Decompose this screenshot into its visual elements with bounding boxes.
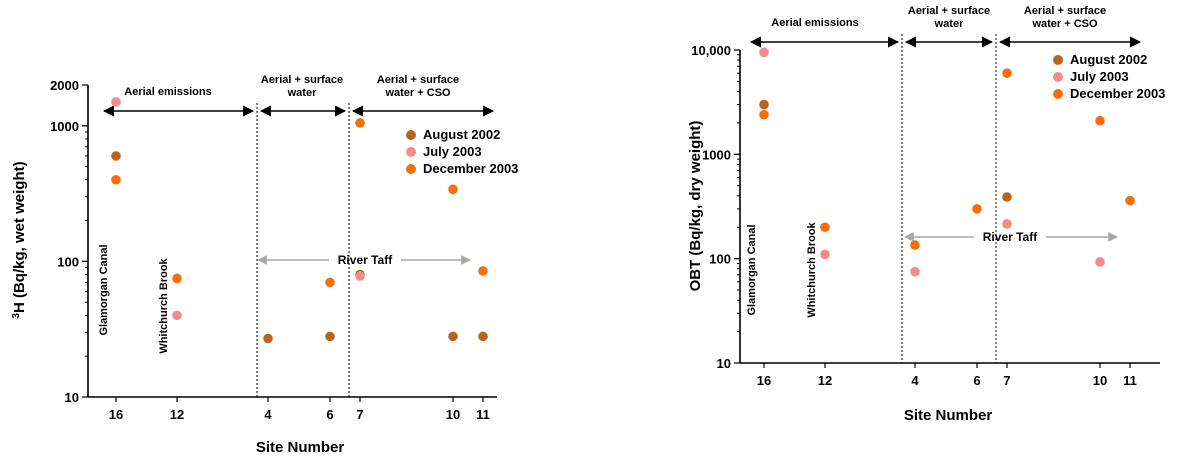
chart-2: 10 100 1000 10,000 16 12 4 6 7 10 11 Site Number OBT… [687, 5, 1165, 424]
legend-label: August 2002 [423, 127, 500, 142]
zone-label: water + CSO [384, 87, 451, 99]
legend-label: December 2003 [1070, 86, 1165, 101]
glamorgan-canal-label: Glamorgan Canal [746, 224, 758, 315]
x-tick-label: 16 [757, 373, 771, 388]
zone-label: Aerial + surface [261, 74, 343, 86]
series-december-2003 [759, 68, 1135, 250]
x-tick-label: 11 [476, 407, 490, 422]
legend-marker [406, 147, 416, 157]
x-axis-label: Site Number [256, 439, 345, 456]
y-tick-label: 10 [65, 390, 79, 405]
data-point [172, 273, 182, 284]
x-tick-label: 4 [264, 407, 272, 422]
y-axis-label: OBT (Bq/kg, dry weight) [687, 121, 704, 292]
y-tick-label: 1000 [50, 119, 79, 134]
x-tick-label: 11 [1123, 373, 1137, 388]
x-tick-label: 16 [109, 407, 123, 422]
data-point [111, 174, 121, 185]
data-point [759, 99, 769, 110]
y-tick-label: 2000 [50, 78, 79, 93]
legend-label: July 2003 [423, 144, 482, 159]
data-point [448, 331, 458, 342]
x-axis-label: Site Number [904, 407, 993, 424]
data-point [355, 118, 365, 128]
data-point [325, 277, 335, 288]
data-point [478, 266, 488, 276]
x-tick-label: 6 [326, 407, 333, 422]
data-point [111, 151, 121, 161]
legend-marker [1053, 55, 1063, 65]
zone-label: Aerial + surface [377, 74, 459, 86]
zone-label: water [287, 87, 317, 99]
zone-label: Aerial + surface [908, 5, 990, 17]
data-point [759, 109, 769, 120]
data-point [910, 240, 920, 250]
data-point [355, 271, 365, 281]
whitchurch-brook-label: Whitchurch Brook [806, 221, 818, 317]
y-tick-label: 10 [717, 356, 731, 371]
legend-label: July 2003 [1070, 69, 1129, 84]
x-tick-label: 6 [973, 373, 980, 388]
x-tick-label: 7 [1003, 373, 1010, 388]
series-july-2003 [111, 97, 365, 321]
legend-label: December 2003 [423, 161, 518, 176]
legend-marker [406, 130, 416, 140]
x-tick-label: 12 [170, 407, 184, 422]
whitchurch-brook-label: Whitchurch Brook [158, 257, 170, 353]
data-point [263, 333, 273, 344]
y-axis-label-text: H (Bq/kg, wet weight) [11, 161, 28, 313]
data-point [172, 310, 182, 321]
data-point [325, 331, 335, 342]
data-point [759, 47, 769, 58]
y-tick-label: 100 [709, 252, 731, 267]
series-july-2003 [759, 47, 1105, 277]
data-point [478, 331, 488, 342]
data-point [1002, 192, 1012, 202]
x-tick-label: 4 [911, 373, 919, 388]
series-august-2002 [759, 99, 1012, 202]
y-tick-label: 1000 [702, 147, 731, 162]
series-december-2003 [111, 118, 488, 288]
data-point [820, 249, 830, 260]
x-tick-label: 12 [818, 373, 832, 388]
data-point [910, 266, 920, 277]
data-point [820, 222, 830, 233]
x-tick-label: 7 [356, 407, 363, 422]
y-axis-label-superscript: 3 [11, 313, 22, 319]
data-point [1095, 257, 1105, 267]
data-point [972, 204, 982, 214]
x-tick-label: 10 [1093, 373, 1107, 388]
legend-marker [1053, 89, 1063, 99]
data-point [1002, 219, 1012, 229]
glamorgan-canal-label: Glamorgan Canal [98, 244, 110, 335]
river-taff-label: River Taff [338, 253, 393, 267]
data-point [1095, 115, 1105, 126]
data-point [1002, 68, 1012, 78]
data-point [448, 184, 458, 195]
x-tick-label: 10 [446, 407, 460, 422]
data-point [1125, 195, 1135, 206]
zone-label: Aerial emissions [771, 17, 858, 29]
y-axis-label: 3H (Bq/kg, wet weight) [11, 161, 29, 318]
river-taff-label: River Taff [983, 230, 1038, 244]
zone-label: Aerial + surface [1024, 5, 1106, 17]
zone-label: water + CSO [1031, 18, 1098, 30]
chart-1: 10 100 1000 2000 16 12 4 6 7 10 11 Site Number 3H (B… [11, 74, 519, 456]
zone-label: water [934, 18, 964, 30]
legend-marker [406, 164, 416, 174]
data-point [111, 97, 121, 107]
y-tick-label: 100 [57, 254, 79, 269]
y-axis-label-text: OBT (Bq/kg, dry weight) [687, 121, 704, 292]
y-tick-label: 10,000 [691, 43, 731, 58]
zone-label: Aerial emissions [124, 86, 211, 98]
legend-label: August 2002 [1070, 52, 1147, 67]
legend-marker [1053, 72, 1063, 82]
